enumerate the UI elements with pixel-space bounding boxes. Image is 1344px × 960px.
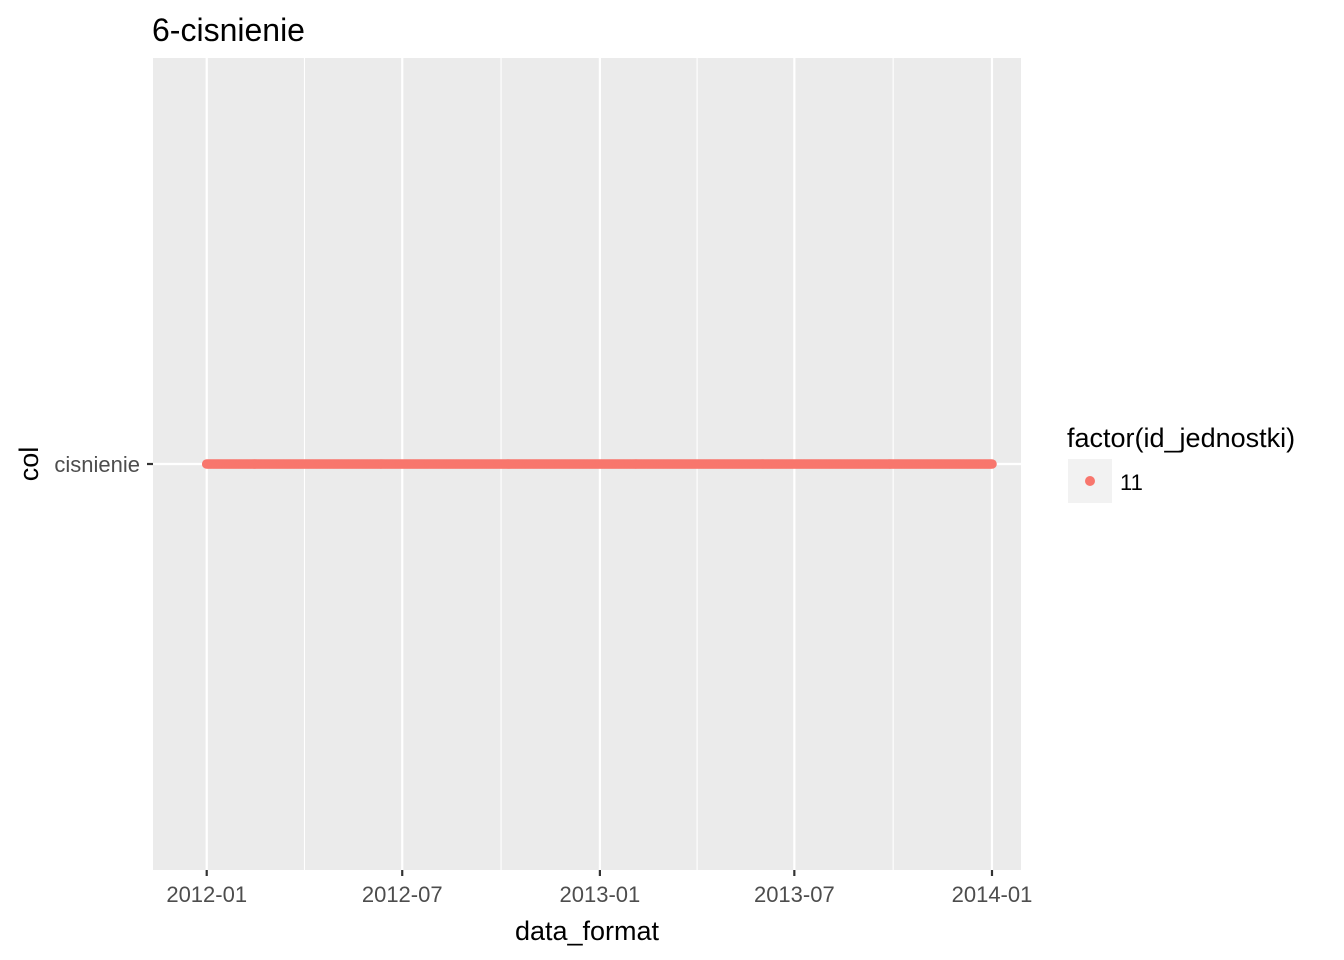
x-axis-title: data_format <box>515 916 660 946</box>
x-axis-ticks: 2012-01 2012-07 2013-01 2013-07 2014-01 <box>166 870 1032 907</box>
data-point <box>987 459 997 469</box>
x-tick-label: 2012-01 <box>166 882 247 907</box>
chart-title: 6-cisnienie <box>152 12 305 48</box>
x-tick-label: 2014-01 <box>952 882 1033 907</box>
x-tick-label: 2013-07 <box>754 882 835 907</box>
legend-label: 11 <box>1120 470 1143 495</box>
legend-key-dot <box>1085 476 1095 486</box>
legend-title: factor(id_jednostki) <box>1067 423 1295 453</box>
y-tick-label: cisnienie <box>54 452 140 477</box>
x-tick-label: 2012-07 <box>362 882 443 907</box>
legend: factor(id_jednostki) 11 <box>1067 423 1295 503</box>
x-tick-label: 2013-01 <box>560 882 641 907</box>
y-axis-ticks: cisnienie <box>54 452 153 477</box>
y-axis-title: col <box>14 447 44 482</box>
data-points <box>201 459 997 469</box>
